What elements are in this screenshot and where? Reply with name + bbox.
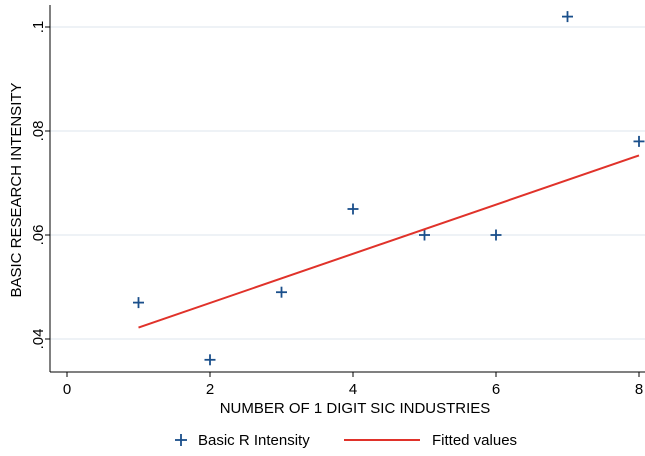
scatter-point bbox=[347, 203, 359, 215]
x-tick-label: 6 bbox=[492, 381, 500, 398]
x-tick-label: 4 bbox=[349, 381, 357, 398]
scatter-point bbox=[204, 354, 216, 366]
fitted-line bbox=[138, 154, 640, 329]
y-tick-label: .1 bbox=[30, 21, 47, 34]
x-tick-label: 0 bbox=[63, 381, 71, 398]
legend-item-line: Fitted values bbox=[344, 432, 517, 449]
y-tick-label: .06 bbox=[30, 225, 47, 246]
legend-item-scatter: Basic R Intensity bbox=[175, 432, 310, 449]
scatter-point bbox=[419, 229, 430, 241]
scatter-point bbox=[490, 229, 502, 241]
gridlines bbox=[50, 26, 645, 340]
x-tick-label: 8 bbox=[635, 381, 643, 398]
y-axis-title: BASIC RESEARCH INTENSITY bbox=[8, 82, 25, 297]
legend: Basic R Intensity Fitted values bbox=[175, 432, 517, 449]
x-axis-title: NUMBER OF 1 DIGIT SIC INDUSTRIES bbox=[220, 400, 491, 417]
scatter-point bbox=[276, 286, 287, 298]
legend-label: Basic R Intensity bbox=[198, 432, 310, 449]
legend-label: Fitted values bbox=[432, 432, 517, 449]
x-tick-label: 2 bbox=[206, 381, 214, 398]
scatter-point bbox=[562, 11, 573, 23]
plot-series bbox=[133, 11, 645, 366]
y-tick-label: .04 bbox=[30, 329, 47, 350]
axes: .04 .06 .08 .1 0 2 4 6 8 bbox=[30, 5, 645, 398]
y-tick-label: .08 bbox=[30, 121, 47, 142]
scatter-point bbox=[133, 297, 144, 309]
scatter-point bbox=[633, 135, 645, 147]
